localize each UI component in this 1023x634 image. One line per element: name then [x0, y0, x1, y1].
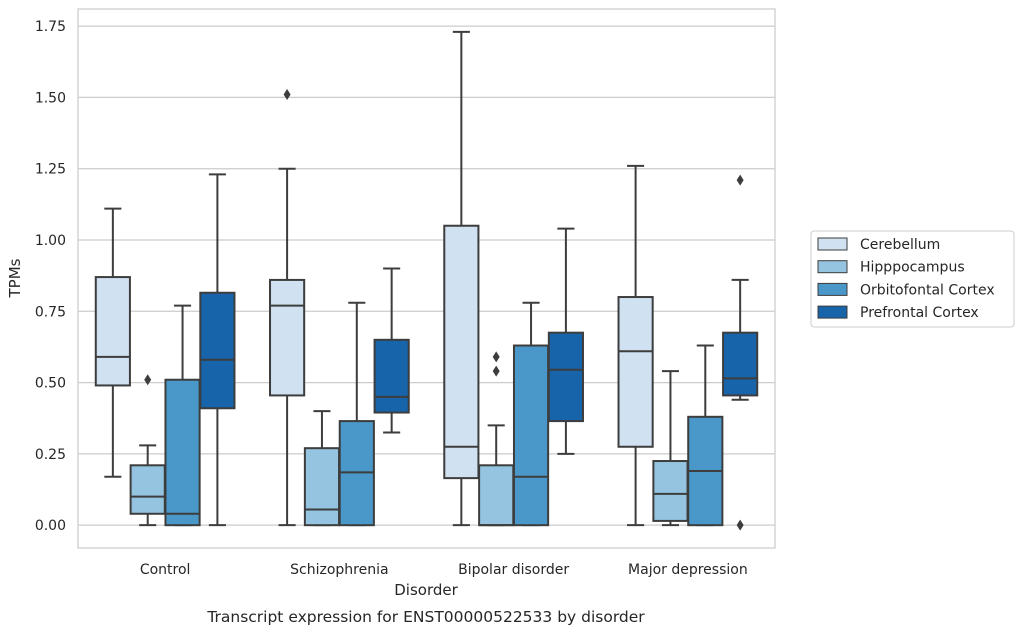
box-iqr: [303, 447, 341, 527]
x-tick-labels: Control Schizophrenia Bipolar disorder Majo…: [140, 562, 748, 578]
box-plot: [687, 344, 724, 527]
box-iqr: [722, 331, 759, 397]
box-iqr: [547, 331, 584, 423]
y-tick-label: 1.00: [35, 233, 66, 249]
chart-caption: Transcript expression for ENST0000052253…: [206, 608, 645, 626]
box-plot: [652, 370, 689, 527]
box-series: [94, 30, 759, 531]
box-plot: [164, 304, 201, 527]
box-iqr: [652, 460, 689, 522]
y-axis-label: TPMs: [6, 258, 24, 298]
y-tick-label: 0.75: [35, 304, 66, 320]
outlier-point: [492, 365, 500, 377]
box-plot: [443, 30, 480, 527]
plot-frame: [77, 8, 776, 549]
box-plot: [199, 173, 236, 527]
x-tick-label: Control: [140, 562, 191, 578]
box-plot: [94, 207, 131, 478]
y-tick-labels: 0.00 0.25 0.50 0.75 1.00 1.25 1.50 1.75: [35, 19, 66, 534]
box-plot: [373, 267, 410, 434]
box-iqr: [373, 338, 410, 414]
box-iqr: [512, 344, 550, 527]
y-tick-label: 0.00: [35, 518, 66, 534]
outlier-point: [283, 89, 291, 101]
legend-label: Cerebellum: [860, 237, 940, 253]
legend-swatch: [817, 237, 848, 251]
legend-label: Prefrontal Cortex: [860, 305, 979, 321]
legend-label: Orbitofontal Cortex: [860, 282, 995, 298]
legend: Cerebellum Hipppocampus Orbitofontal Corte…: [810, 230, 1015, 328]
box-iqr: [617, 296, 654, 448]
box-plot: [478, 351, 515, 527]
outlier-point: [144, 374, 152, 386]
box-plot: [547, 227, 584, 455]
x-tick-label: Schizophrenia: [290, 562, 388, 578]
x-tick-label: Major depression: [628, 562, 748, 578]
outlier-point: [736, 174, 744, 186]
box-plot: [722, 174, 759, 531]
x-tick-label: Bipolar disorder: [458, 562, 569, 578]
legend-swatch: [817, 305, 848, 319]
legend-swatch: [817, 282, 848, 296]
y-tick-label: 1.50: [35, 90, 66, 106]
outlier-point: [492, 351, 500, 363]
x-axis-label: Disorder: [394, 581, 458, 599]
y-tick-label: 1.75: [35, 19, 66, 35]
box-plot: [269, 89, 306, 527]
y-tick-label: 0.25: [35, 447, 66, 463]
legend-frame: [810, 230, 1015, 328]
legend-swatch: [817, 260, 848, 274]
y-tick-label: 0.50: [35, 376, 66, 392]
box-plot: [617, 164, 654, 527]
box-plot: [129, 374, 166, 527]
box-iqr: [478, 464, 515, 527]
y-tick-label: 1.25: [35, 162, 66, 178]
box-plot: [338, 301, 375, 527]
box-iqr: [199, 291, 236, 410]
box-iqr: [164, 378, 201, 527]
box-iqr: [94, 276, 131, 387]
box-iqr: [443, 224, 480, 480]
box-iqr: [129, 464, 166, 515]
box-plot: [303, 410, 341, 527]
box-plot: [512, 301, 550, 527]
legend-label: Hipppocampus: [860, 260, 965, 276]
box-iqr: [269, 278, 306, 397]
outlier-point: [736, 519, 744, 531]
